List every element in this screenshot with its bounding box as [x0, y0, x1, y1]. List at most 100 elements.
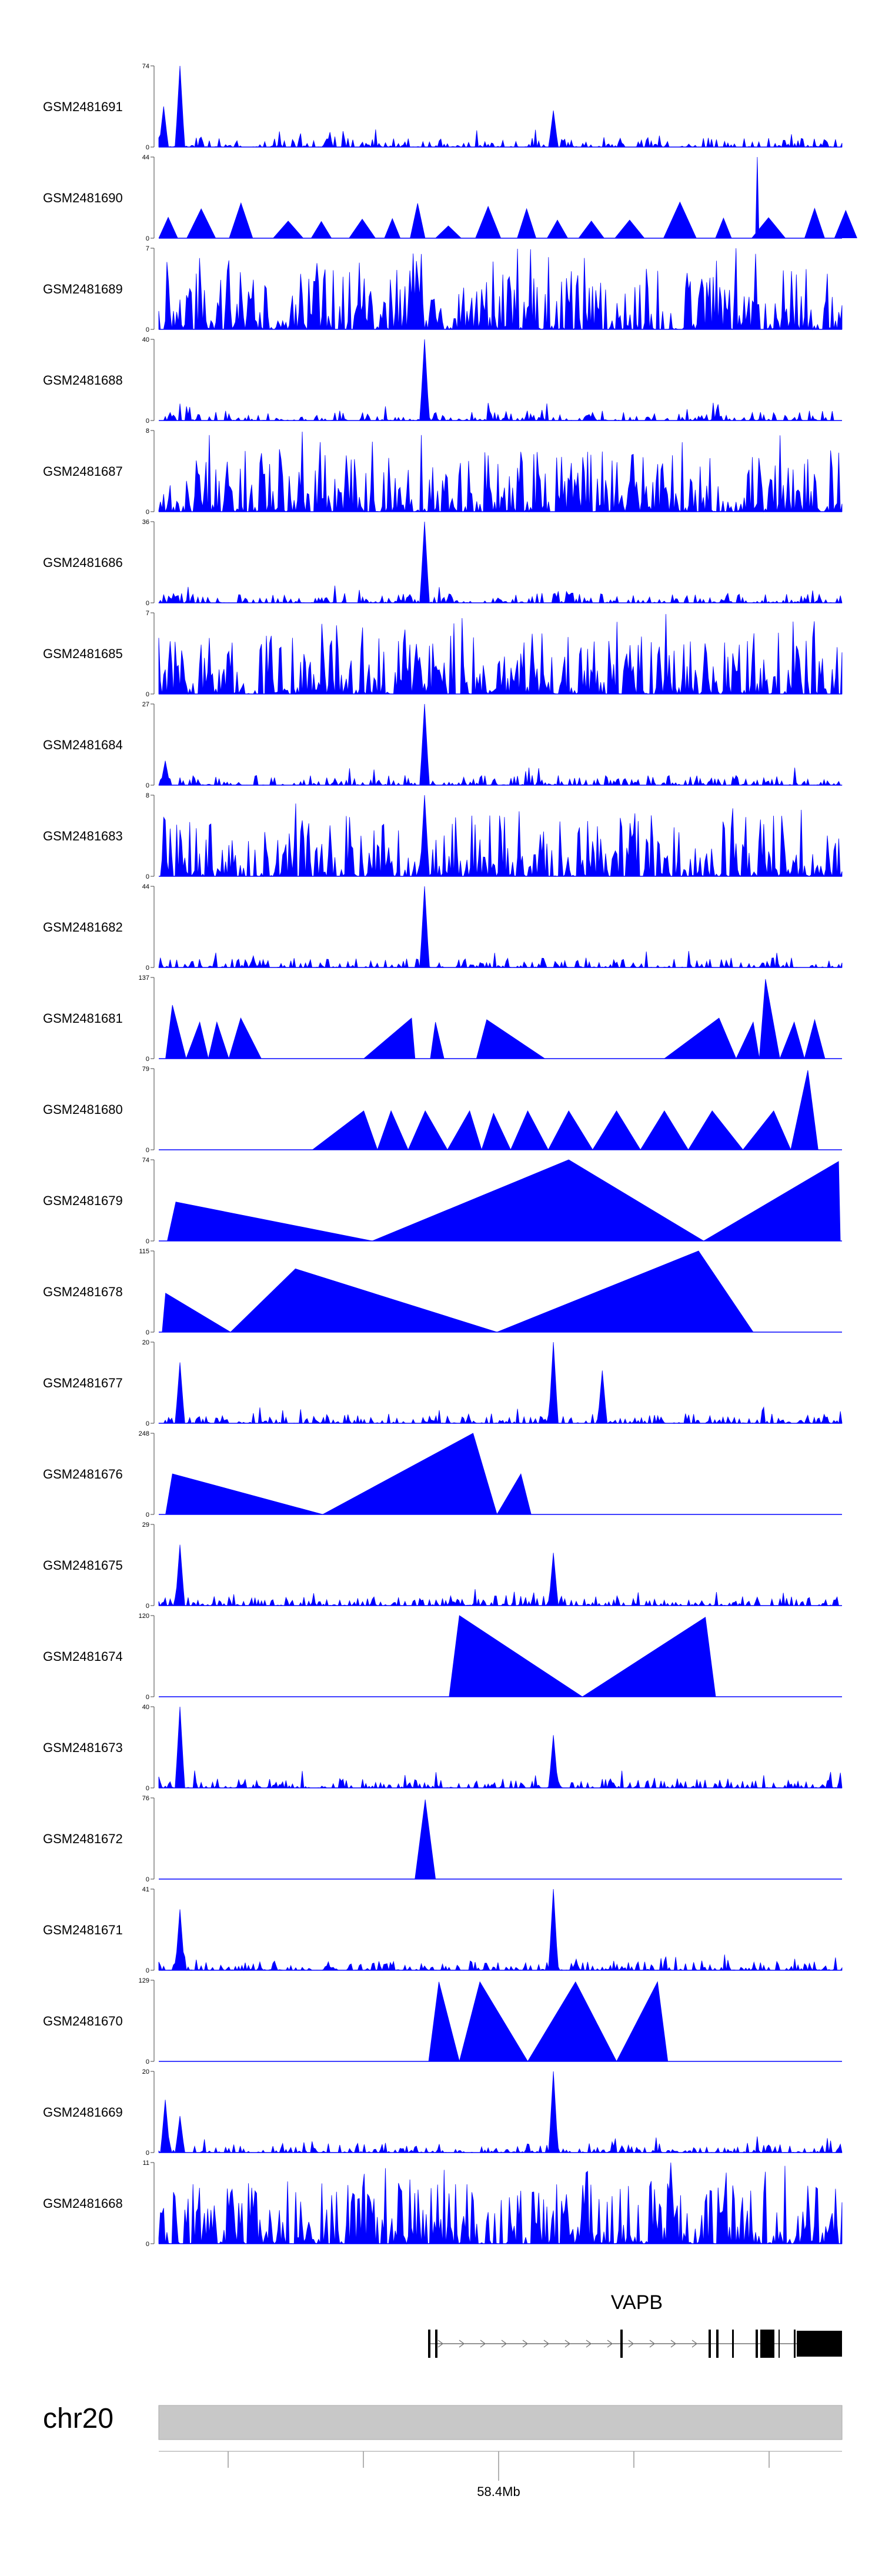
signal-area — [158, 2071, 843, 2154]
y-max-label: 40 — [142, 1704, 149, 1711]
track-label: GSM2481681 — [43, 1011, 123, 1026]
y-max-label: 40 — [142, 336, 149, 343]
y-min-label: 0 — [146, 2058, 149, 2066]
y-min-label: 0 — [146, 1056, 149, 1063]
track-label: GSM2481686 — [43, 555, 123, 570]
signal-area — [449, 1615, 716, 1697]
track-GSM2481677: GSM2481677 20 0 — [43, 1339, 843, 1427]
track-label: GSM2481672 — [43, 1831, 123, 1846]
track-GSM2481671: GSM2481671 41 0 — [43, 1886, 843, 1974]
signal-area — [158, 2162, 843, 2245]
y-min-label: 0 — [146, 2150, 149, 2157]
y-max-label: 44 — [142, 154, 149, 161]
track-label: GSM2481674 — [43, 1649, 123, 1664]
track-GSM2481680: GSM2481680 79 0 — [43, 1066, 842, 1154]
track-GSM2481672: GSM2481672 76 0 — [43, 1795, 842, 1883]
chromosome-label: chr20 — [43, 2403, 113, 2434]
y-max-label: 11 — [143, 2160, 149, 2167]
y-max-label: 7 — [146, 610, 149, 617]
signal-area — [158, 1888, 843, 1971]
signal-area — [158, 65, 843, 148]
gene-exon — [771, 2330, 774, 2358]
y-max-label: 8 — [146, 428, 149, 435]
track-label: GSM2481677 — [43, 1376, 123, 1390]
strand-arrow — [607, 2340, 613, 2348]
y-max-label: 36 — [142, 519, 149, 526]
strand-arrow — [670, 2340, 677, 2348]
y-min-label: 0 — [146, 1967, 149, 1974]
strand-arrow — [564, 2340, 571, 2348]
track-GSM2481676: GSM2481676 248 0 — [43, 1430, 842, 1519]
track-label: GSM2481689 — [43, 282, 123, 296]
y-max-label: 248 — [139, 1430, 149, 1437]
track-label: GSM2481691 — [43, 99, 123, 114]
genome-position-label: 58.4Mb — [477, 2484, 520, 2499]
y-min-label: 0 — [146, 1785, 149, 1792]
y-min-label: 0 — [146, 418, 149, 425]
gene-exon — [794, 2330, 796, 2358]
track-GSM2481691: GSM2481691 74 0 — [43, 63, 843, 151]
strand-arrow — [501, 2340, 507, 2348]
track-GSM2481686: GSM2481686 36 0 — [43, 519, 843, 607]
y-max-label: 7 — [146, 245, 149, 252]
strand-arrow — [649, 2340, 656, 2348]
track-label: GSM2481683 — [43, 829, 123, 843]
signal-area — [159, 339, 843, 422]
track-label: GSM2481670 — [43, 2014, 123, 2028]
signal-area — [165, 1433, 532, 1515]
gene-exon — [716, 2330, 719, 2358]
y-max-label: 41 — [142, 1886, 149, 1893]
track-label: GSM2481688 — [43, 373, 123, 388]
gene-track: VAPB — [428, 2291, 842, 2358]
gene-exon — [732, 2330, 734, 2358]
signal-area — [158, 886, 843, 969]
y-max-label: 74 — [142, 1157, 149, 1164]
track-label: GSM2481676 — [43, 1467, 123, 1481]
track-label: GSM2481682 — [43, 920, 123, 935]
gene-exon — [756, 2330, 758, 2358]
strand-arrow — [691, 2340, 698, 2348]
y-min-label: 0 — [146, 965, 149, 972]
y-min-label: 0 — [146, 1147, 149, 1154]
track-label: GSM2481669 — [43, 2105, 123, 2120]
signal-area — [158, 1544, 842, 1607]
signal-area — [158, 1706, 843, 1789]
y-max-label: 27 — [142, 701, 149, 708]
track-GSM2481682: GSM2481682 44 0 — [43, 883, 843, 972]
y-min-label: 0 — [146, 1329, 149, 1336]
y-min-label: 0 — [146, 235, 149, 242]
track-GSM2481674: GSM2481674 120 0 — [43, 1613, 842, 1701]
track-GSM2481678: GSM2481678 115 0 — [43, 1248, 842, 1336]
y-max-label: 8 — [146, 792, 149, 799]
chromosome-axis: chr20 58.4Mb — [43, 2403, 843, 2499]
track-label: GSM2481690 — [43, 191, 123, 205]
track-label: GSM2481680 — [43, 1102, 123, 1117]
signal-area — [158, 614, 843, 695]
signal-area — [158, 703, 843, 786]
signal-area — [158, 432, 843, 513]
signal-area — [428, 1981, 669, 2062]
signal-area — [165, 979, 826, 1059]
y-min-label: 0 — [146, 1511, 149, 1519]
signal-area — [159, 795, 843, 877]
y-min-label: 0 — [146, 1420, 149, 1427]
y-min-label: 0 — [146, 144, 149, 151]
signal-area — [158, 1342, 843, 1424]
gene-exon — [435, 2330, 437, 2358]
y-max-label: 20 — [142, 2068, 149, 2076]
track-label: GSM2481685 — [43, 646, 123, 661]
signal-area — [158, 521, 843, 604]
track-label: GSM2481684 — [43, 738, 123, 752]
y-max-label: 129 — [139, 1977, 149, 1984]
track-GSM2481690: GSM2481690 44 0 — [43, 154, 857, 242]
track-GSM2481669: GSM2481669 20 0 — [43, 2068, 843, 2157]
signal-area — [415, 1799, 436, 1880]
y-max-label: 79 — [142, 1066, 149, 1073]
y-max-label: 44 — [142, 883, 149, 890]
y-min-label: 0 — [146, 1238, 149, 1245]
gene-exon — [428, 2330, 430, 2358]
track-label: GSM2481679 — [43, 1193, 123, 1208]
strand-arrow — [628, 2340, 634, 2348]
signal-area — [158, 156, 857, 239]
gene-exon — [620, 2330, 623, 2358]
